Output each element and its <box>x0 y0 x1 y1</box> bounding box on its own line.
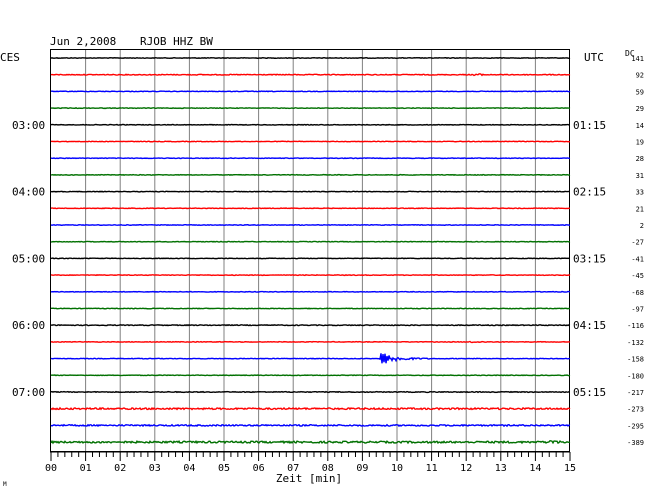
trace-7 <box>50 173 571 176</box>
corner-mark: M <box>3 481 7 488</box>
left-time-label: 07:00 <box>12 386 45 399</box>
time-labels: 03:00 04:00 05:00 06:00 07:00 01:15 02:15 03:15… <box>12 55 644 447</box>
x-axis-title: Zeit [min] <box>276 472 342 485</box>
x-tick-label: 12 <box>460 463 472 474</box>
dc-offset-label: -273 <box>627 406 644 414</box>
trace-4 <box>50 123 570 126</box>
left-time-label: 05:00 <box>12 252 45 265</box>
x-tick-label: 07 <box>287 463 299 474</box>
dc-column-header: DC <box>625 49 635 58</box>
x-tick-label: 05 <box>218 463 230 474</box>
left-time-label: 03:00 <box>12 119 45 132</box>
dc-offset-label: 28 <box>636 155 644 163</box>
dc-offset-label: 31 <box>636 172 644 180</box>
dc-offset-label: -389 <box>627 439 644 447</box>
trace-18 <box>50 353 571 364</box>
x-tick-label: 00 <box>45 463 57 474</box>
right-time-label: 03:15 <box>573 252 606 265</box>
chart-station: RJOB HHZ BW <box>140 35 213 48</box>
right-axis-unit: UTC <box>584 51 604 64</box>
dc-offset-label: -45 <box>631 272 644 280</box>
trace-12 <box>50 257 571 260</box>
x-tick-label: 03 <box>149 463 161 474</box>
dc-offset-label: -27 <box>631 239 644 247</box>
x-tick-label: 11 <box>426 463 438 474</box>
x-tick-label: 08 <box>322 463 334 474</box>
dc-offset-label: -132 <box>627 339 644 347</box>
x-tick-label: 15 <box>564 463 576 474</box>
x-tick-label: 13 <box>495 463 507 474</box>
seismic-traces <box>50 56 571 445</box>
dc-offset-label: -116 <box>627 322 644 330</box>
dc-offset-label: -295 <box>627 422 644 430</box>
x-tick-label: 02 <box>114 463 126 474</box>
right-time-label: 05:15 <box>573 386 606 399</box>
x-tick-label: 01 <box>80 463 92 474</box>
right-time-label: 02:15 <box>573 186 606 199</box>
dc-offset-label: -97 <box>631 306 644 314</box>
trace-10 <box>50 223 571 227</box>
x-tick-label: 04 <box>183 463 195 474</box>
x-tick-label: 09 <box>356 463 368 474</box>
trace-5 <box>50 140 571 143</box>
trace-15 <box>50 307 571 310</box>
dc-offset-label: -41 <box>631 255 644 263</box>
trace-9 <box>50 207 571 210</box>
dc-offset-label: 2 <box>640 222 644 230</box>
trace-21 <box>50 406 571 411</box>
trace-14 <box>50 290 571 293</box>
dc-offset-label: 21 <box>636 205 644 213</box>
trace-20 <box>50 390 571 394</box>
right-time-label: 04:15 <box>573 319 606 332</box>
trace-6 <box>50 157 571 160</box>
x-tick-label: 10 <box>391 463 403 474</box>
dc-offset-label: -68 <box>631 289 644 297</box>
dc-offset-label: -158 <box>627 356 644 364</box>
trace-3 <box>50 107 571 110</box>
trace-8 <box>50 190 571 193</box>
trace-2 <box>51 90 571 93</box>
dc-offset-label: 19 <box>636 139 644 147</box>
dc-offset-label: 33 <box>636 189 644 197</box>
left-time-label: 04:00 <box>12 186 45 199</box>
chart-date: Jun 2,2008 <box>50 35 116 48</box>
left-time-label: 06:00 <box>12 319 45 332</box>
trace-0 <box>50 56 571 60</box>
dc-offset-label: 14 <box>636 122 644 130</box>
left-axis-unit: CES <box>0 51 20 64</box>
x-tick-label: 06 <box>253 463 265 474</box>
dc-offset-label: 92 <box>636 72 644 80</box>
trace-1 <box>50 73 571 77</box>
trace-13 <box>50 274 571 277</box>
x-axis: 00 01 02 03 04 05 06 07 08 09 10 11 12 13 14 15 <box>45 451 576 474</box>
trace-17 <box>50 340 571 344</box>
dc-offset-label: 29 <box>636 105 644 113</box>
dc-offset-label: 141 <box>631 55 644 63</box>
trace-11 <box>50 240 571 243</box>
trace-16 <box>50 323 571 327</box>
x-tick-label: 14 <box>529 463 541 474</box>
dc-offset-label: 59 <box>636 88 644 96</box>
dc-offset-label: -217 <box>627 389 644 397</box>
trace-22 <box>50 423 571 428</box>
trace-19 <box>50 374 571 377</box>
trace-23 <box>50 439 571 445</box>
right-time-label: 01:15 <box>573 119 606 132</box>
vertical-gridlines <box>85 50 536 451</box>
dc-offset-label: -180 <box>627 372 644 380</box>
